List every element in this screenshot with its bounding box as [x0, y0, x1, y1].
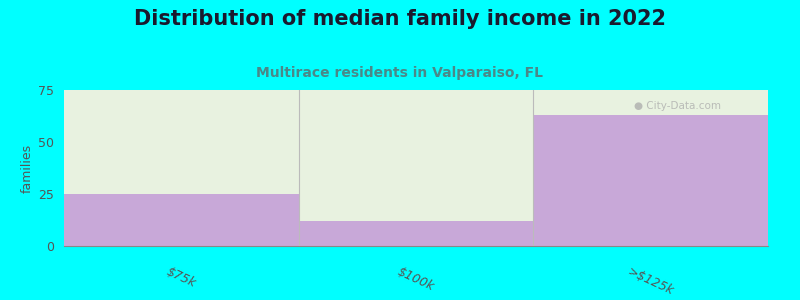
Text: $100k: $100k [395, 265, 437, 293]
Text: Multirace residents in Valparaiso, FL: Multirace residents in Valparaiso, FL [257, 66, 543, 80]
Text: >$125k: >$125k [626, 265, 676, 298]
Text: $75k: $75k [165, 265, 198, 290]
Text: Distribution of median family income in 2022: Distribution of median family income in … [134, 9, 666, 29]
Text: ● City-Data.com: ● City-Data.com [634, 101, 722, 111]
Y-axis label: families: families [21, 143, 34, 193]
